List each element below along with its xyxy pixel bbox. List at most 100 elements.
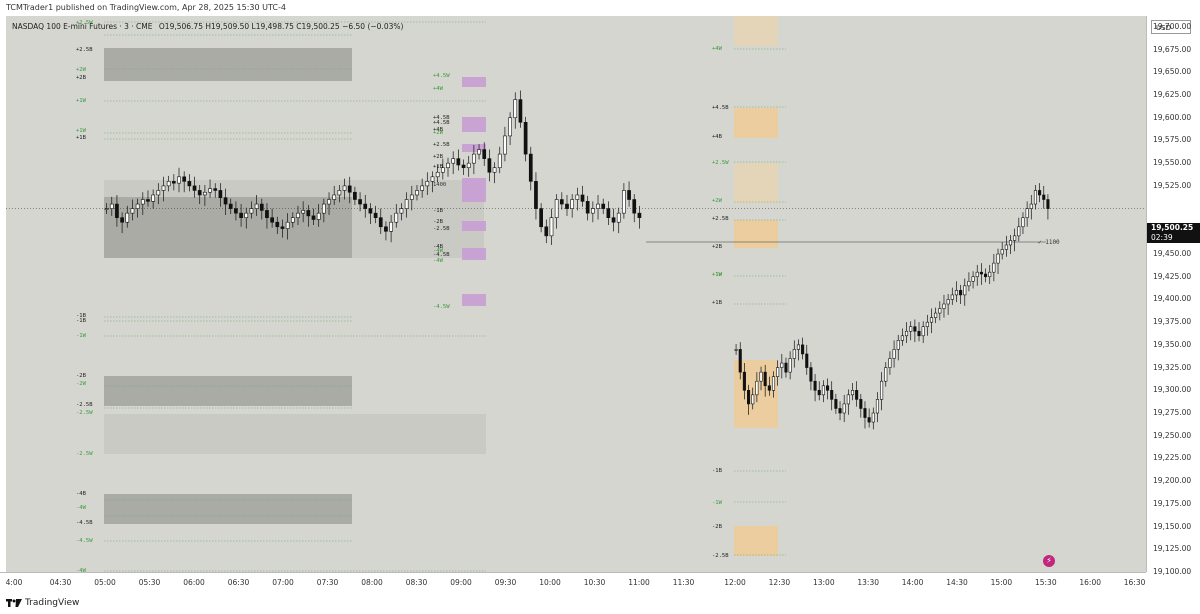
time-tick-label: 13:00 (812, 578, 835, 587)
price-tick-label: 19,400.00 (1153, 294, 1192, 304)
price-tick-label: 19,575.00 (1153, 135, 1192, 145)
level-label: +1B (76, 135, 87, 141)
level-label: +2.5B (76, 47, 93, 53)
candle-body (492, 167, 497, 173)
candle-body (389, 221, 393, 232)
candle-body (934, 312, 938, 318)
candle-body (549, 217, 554, 237)
candle-body (203, 191, 207, 196)
candle-body (921, 326, 925, 337)
candle-body (456, 158, 461, 166)
candle-body (265, 210, 269, 218)
time-tick-label: 07:30 (316, 578, 339, 587)
checkmark-label: ✓ 1100 (1038, 239, 1060, 246)
candle-body (503, 135, 507, 155)
candle-body (863, 408, 867, 418)
time-tick-label: 05:30 (138, 578, 161, 587)
candle-body (954, 290, 958, 296)
candle-body (975, 271, 979, 278)
candle-body (228, 203, 233, 209)
price-axis[interactable]: USD 19,700.00 19,675.00 19,650.00 19,625.00… (1146, 16, 1200, 576)
candle-body (950, 294, 954, 300)
candle-body (234, 208, 238, 214)
candle-body (834, 399, 838, 409)
time-tick-label: 14:00 (901, 578, 924, 587)
time-tick-label: 04:30 (49, 578, 72, 587)
candle-body (104, 208, 109, 210)
dark-zone (104, 494, 352, 524)
candle-body (917, 330, 921, 337)
candle-body (900, 335, 904, 341)
candle-body (316, 212, 321, 220)
candle-body (435, 171, 440, 178)
chart-area[interactable]: +2.5W +2.5B +2W +2B +1W +1W +1B -1B -1B -1W -2B -2W… (6, 16, 1146, 572)
candle-body (420, 185, 424, 191)
time-tick-label: 06:30 (227, 578, 250, 587)
candle-body (415, 190, 419, 196)
candle-body (805, 353, 809, 368)
price-tick-label: 19,525.00 (1153, 180, 1192, 190)
price-tick-label: 19,600.00 (1153, 112, 1192, 122)
time-tick-label: 13:30 (857, 578, 879, 587)
candle-body (508, 117, 512, 137)
candle-body (842, 403, 846, 414)
candle-body (1004, 244, 1008, 250)
level-label: +2.5W (76, 20, 93, 26)
level-label: +1B (433, 164, 444, 170)
publish-header: TCMTrader1 published on TradingView.com,… (0, 0, 1200, 16)
candle-body (821, 385, 825, 396)
flash-icon[interactable]: ⚡ (1043, 555, 1055, 567)
candle-body (830, 390, 834, 400)
candle-body (585, 201, 590, 214)
level-label: -2.5B (76, 402, 93, 408)
tradingview-logo[interactable]: TradingView (6, 598, 79, 608)
candle-body (575, 194, 580, 200)
time-tick-label: 10:30 (583, 578, 606, 587)
time-tick-label: 10:00 (539, 578, 561, 587)
candle-body (792, 349, 796, 359)
level-label: +2W (76, 67, 87, 73)
candle-body (813, 380, 817, 391)
candle-body (368, 208, 373, 214)
price-tick-label: 19,200.00 (1153, 476, 1192, 486)
level-label: +2.5W (712, 160, 729, 166)
level-label: -4W (433, 248, 444, 254)
chart-svg[interactable]: +2.5W+2.5B+2W+2B+1W+1W+1B-1B-1B-1W-2B-2W… (6, 16, 1146, 572)
candle-body (461, 164, 466, 169)
price-tick-label: 19,650.00 (1153, 67, 1192, 77)
candle-body (140, 199, 145, 205)
orange-zone (734, 108, 778, 138)
time-tick-label: 09:30 (494, 578, 517, 587)
candle-body (1038, 190, 1042, 196)
candle-body (738, 349, 742, 373)
candle-body (290, 217, 295, 223)
level-label: +1W (712, 272, 723, 278)
candle-body (925, 321, 929, 328)
candle-body (734, 349, 738, 351)
candle-body (528, 153, 533, 182)
currency-selector[interactable]: USD (1151, 20, 1191, 34)
candle-body (591, 208, 595, 214)
time-tick-label: 11:30 (672, 578, 695, 587)
dark-zone (104, 197, 352, 258)
time-tick-label: 09:00 (450, 578, 472, 587)
candle-body (855, 390, 859, 400)
price-tick-label: 19,425.00 (1153, 271, 1192, 281)
time-axis[interactable]: 4:00 04:30 05:00 05:30 06:00 06:30 07:00 07:30 0… (0, 572, 1146, 591)
level-label: +4.5W (433, 73, 450, 79)
time-tick-label: 15:30 (1034, 578, 1057, 587)
candle-body (197, 190, 202, 196)
candle-body (477, 149, 481, 155)
candle-body (570, 199, 575, 209)
candle-body (446, 162, 450, 169)
candle-body (270, 217, 274, 223)
candle-body (788, 358, 792, 373)
candle-body (347, 185, 352, 193)
current-price-value: 19,500.25 (1151, 223, 1194, 232)
level-label: +2B (76, 75, 87, 81)
orange-zone-light (734, 163, 778, 203)
price-tick-label: 19,100.00 (1153, 567, 1192, 576)
level-label: +1W (76, 128, 87, 134)
candle-body (187, 181, 192, 187)
candle-body (780, 362, 784, 368)
